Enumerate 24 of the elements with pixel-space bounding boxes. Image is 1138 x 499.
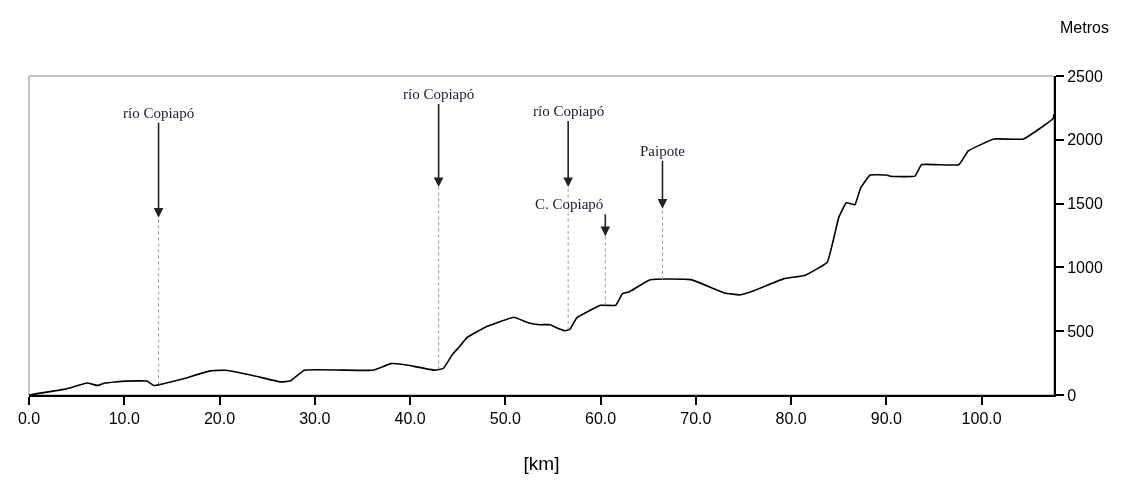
x-tick-label: 80.0 — [775, 410, 807, 428]
x-tick-label: 0.0 — [17, 410, 41, 428]
ref-line-label: Paipote — [640, 143, 686, 159]
x-tick-label: 10.0 — [108, 410, 140, 428]
y-tick-label: 2000 — [1067, 131, 1103, 149]
x-tick-label: 100.0 — [961, 410, 1002, 428]
ref-line-label: río Copiapó — [123, 105, 195, 121]
ref-line-label: río Copiapó — [403, 86, 475, 102]
y-tick-label: 500 — [1067, 322, 1094, 340]
x-tick-label: 70.0 — [680, 410, 712, 428]
y-tick-label: 2500 — [1067, 67, 1103, 85]
x-tick-label: 20.0 — [203, 410, 236, 428]
y-tick-label: 0 — [1067, 386, 1077, 404]
y-tick-label: 1000 — [1067, 259, 1103, 276]
x-tick-label: 90.0 — [870, 410, 903, 428]
y-axis-title: Metros — [1060, 19, 1109, 36]
x-tick-label: 50.0 — [489, 410, 521, 428]
x-axis-title: [km] — [523, 452, 560, 474]
x-tick-label: 30.0 — [299, 410, 331, 428]
ref-line-label: río Copiapó — [533, 103, 605, 119]
x-tick-label: 60.0 — [584, 410, 617, 428]
ref-line-label: C. Copiapó — [535, 196, 604, 212]
x-tick-label: 40.0 — [394, 410, 426, 428]
y-tick-label: 1500 — [1067, 195, 1103, 213]
